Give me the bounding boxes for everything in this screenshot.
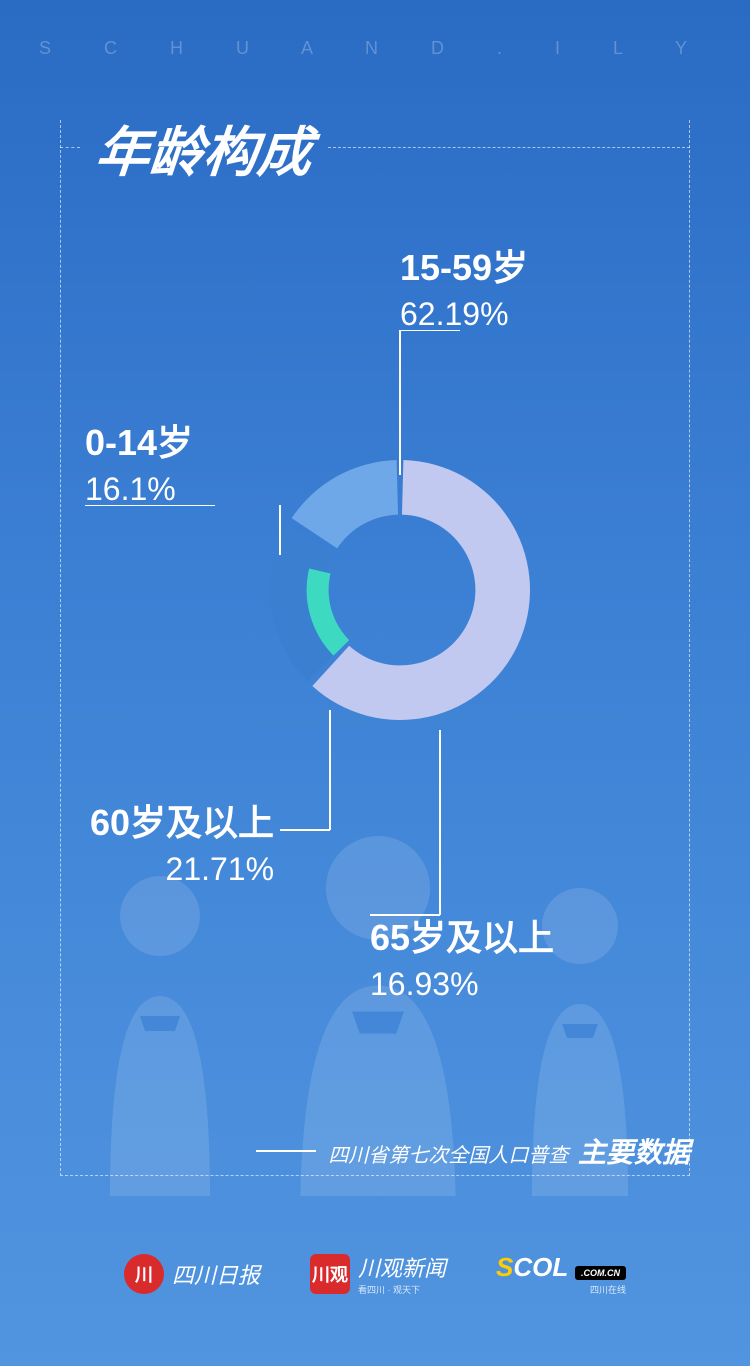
footer-subtitle-bold: 主要数据 — [578, 1137, 690, 1168]
logo-cgxw-icon: 川观 — [310, 1254, 350, 1294]
logo-cgxw: 川观 川观新闻 看四川 · 观天下 — [310, 1251, 446, 1296]
logo-scrb: 川 四川日报 — [124, 1254, 260, 1294]
header-brand: S C H U A N D . I L Y — [0, 38, 750, 59]
leader-60-plus — [280, 710, 360, 840]
label-15-59: 15-59岁 62.19% — [400, 245, 528, 335]
label-60-plus: 60岁及以上 21.71% — [90, 800, 274, 890]
logo-scrb-icon: 川 — [124, 1254, 164, 1294]
footer-subtitle-prefix: 四川省第七次全国人口普查 — [328, 1145, 568, 1167]
logo-scol: SCOL .COM.CN 四川在线 — [496, 1252, 626, 1296]
leader-0-14 — [85, 505, 295, 565]
label-0-14: 0-14岁 16.1% — [85, 420, 193, 510]
footer-subtitle-row: 四川省第七次全国人口普查 主要数据 — [256, 1131, 690, 1171]
logos-row: 川 四川日报 川观 川观新闻 看四川 · 观天下 SCOL .COM.CN 四川… — [0, 1251, 750, 1296]
leader-15-59 — [395, 330, 475, 480]
leader-65-plus — [370, 730, 490, 930]
donut-chart — [250, 440, 550, 740]
